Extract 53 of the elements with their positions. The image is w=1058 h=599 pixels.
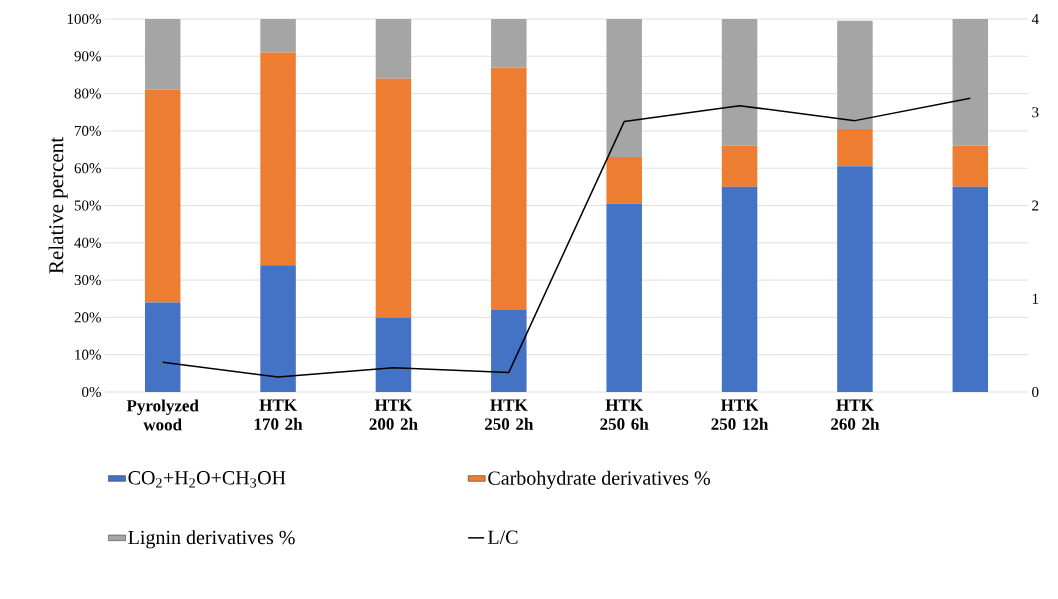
bar [837, 166, 873, 392]
bar [260, 18, 296, 53]
y-tick-label: 100% [67, 13, 101, 25]
bar [491, 67, 527, 310]
legend-label: Carbohydrate derivatives % [488, 470, 711, 489]
bar [952, 18, 989, 146]
bar [952, 145, 989, 187]
y-axis-title: Relative percent [48, 137, 68, 274]
x-tick-label: HTK 200 2h [369, 399, 418, 430]
x-tick-label: Pyrolyzed wood [126, 399, 199, 431]
bar [952, 186, 989, 392]
x-tick-label: HTK 260 2h [831, 399, 880, 430]
y2-tick-label: 3 [1032, 107, 1039, 118]
y2-tick-label: 0 [1032, 386, 1039, 398]
y2-tick-label: 1 [1032, 293, 1039, 304]
bar [260, 52, 296, 266]
y-tick-label: 20% [74, 312, 101, 323]
bar [375, 317, 412, 392]
y-tick-label: 90% [74, 51, 101, 62]
bar [375, 18, 412, 79]
y-tick-label: 10% [75, 349, 101, 360]
y-tick-label: 70% [74, 125, 101, 136]
legend-label: Lignin derivatives % [128, 530, 295, 549]
legend-label: CO$_{2}$+H$_{2}$O+CH$_{3}$OH [128, 471, 286, 488]
bar [721, 145, 758, 187]
legend-label: L/C [488, 530, 518, 544]
y-tick-label: 80% [74, 88, 101, 99]
x-tick-label: HTK 250 12h [711, 399, 769, 430]
bar [606, 18, 642, 157]
bar [721, 18, 758, 146]
x-tick-label: HTK 170 2h [254, 399, 303, 430]
x-tick-label: HTK 250 2h [484, 399, 534, 430]
bar [491, 18, 527, 68]
y2-tick-label: 4 [1031, 14, 1039, 24]
y-tick-label: 0% [82, 386, 101, 398]
y-tick-label: 40% [74, 237, 101, 248]
bar [606, 203, 642, 392]
y-tick-label: 50% [74, 200, 101, 211]
bar [721, 186, 758, 392]
bar [837, 129, 873, 167]
bar [144, 18, 181, 90]
bar [837, 20, 873, 130]
bar [491, 309, 527, 392]
bar [375, 78, 412, 318]
x-tick-label: HTK 250 6h [600, 399, 649, 430]
y2-tick-label: 2 [1032, 200, 1039, 211]
bar [606, 157, 642, 204]
bar [144, 302, 181, 392]
bar [144, 89, 181, 303]
line-series [161, 97, 972, 378]
y-tick-label: 30% [74, 275, 101, 286]
y-tick-label: 60% [74, 163, 101, 174]
bar [260, 265, 296, 392]
